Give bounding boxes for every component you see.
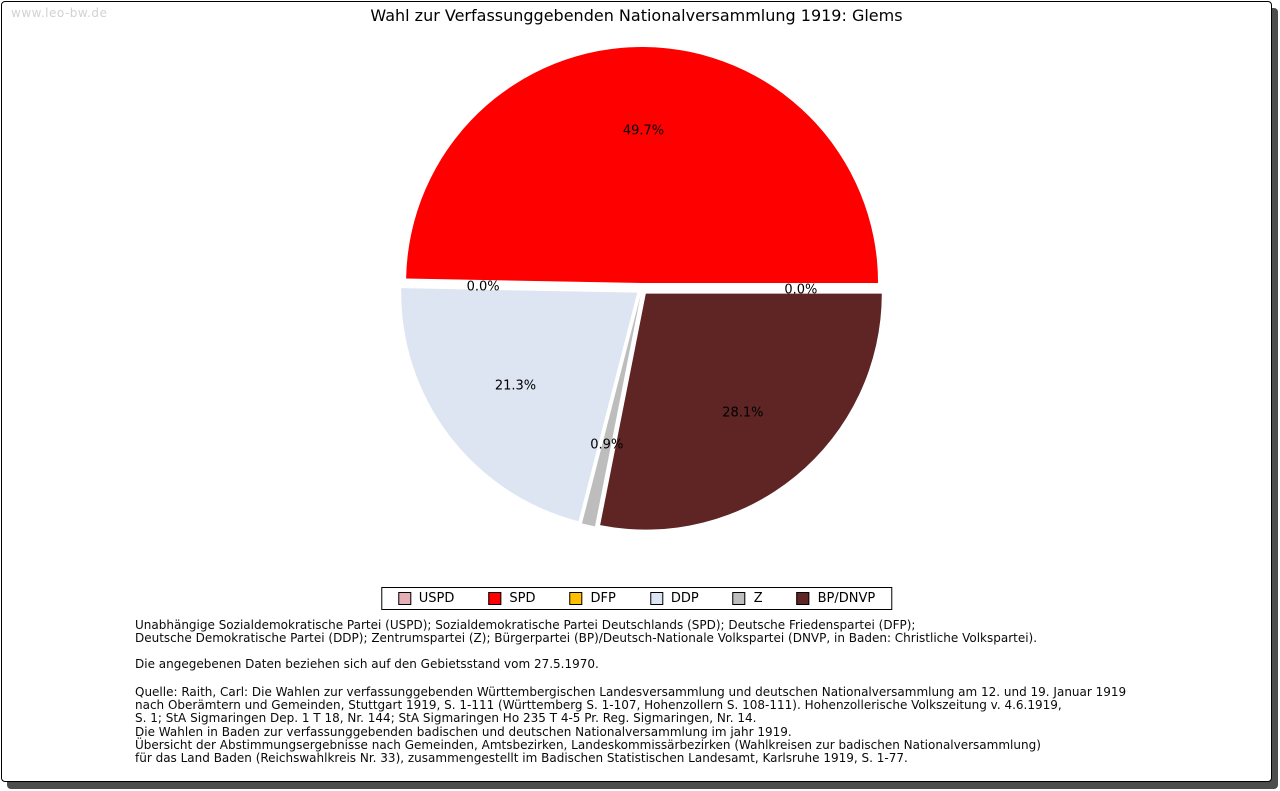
legend-item-spd: SPD [488,591,536,606]
legend-label-z: Z [753,591,763,606]
pie-value-label-bp-dnvp: 28.1% [722,405,763,420]
legend-swatch-spd [488,592,502,605]
footnote-territorial-note: Die angegebenen Daten beziehen sich auf … [135,657,599,671]
chart-title: Wahl zur Verfassunggebenden Nationalvers… [370,6,903,25]
legend-swatch-ddp [649,592,663,605]
legend-swatch-uspd [397,592,411,605]
legend-swatch-dfp [569,592,583,605]
legend-item-ddp: DDP [649,591,699,606]
pie-slice-ddp [401,288,638,522]
pie-value-label-ddp: 21.3% [495,379,536,394]
legend-swatch-bp-dnvp [796,592,810,605]
legend-item-z: Z [732,591,763,606]
legend-label-ddp: DDP [670,591,699,606]
legend-label-bp-dnvp: BP/DNVP [817,591,876,606]
legend-label-dfp: DFP [590,591,616,606]
pie-value-label-z: 0.9% [590,438,623,453]
footnote-source: Quelle: Raith, Carl: Die Wahlen zur verf… [135,685,1127,766]
legend-label-spd: SPD [509,591,536,606]
chart-legend: USPD SPD DFP DDP Z BP/DNVP [380,587,893,610]
legend-item-bp-dnvp: BP/DNVP [796,591,876,606]
watermark: www.leo-bw.de [11,6,108,20]
pie-value-label-dfp: 0.0% [467,280,500,295]
pie-value-label-uspd: 0.0% [784,283,817,298]
legend-item-dfp: DFP [569,591,616,606]
legend-item-uspd: USPD [397,591,455,606]
pie-value-label-spd: 49.7% [623,124,664,139]
footnote-party-names: Unabhängige Sozialdemokratische Partei (… [135,618,1038,646]
pie-slice-spd [406,47,879,284]
legend-swatch-z [732,592,746,605]
legend-label-uspd: USPD [418,591,455,606]
pie-chart: 0.0% 49.7% 0.0% 21.3% 0.9% 28.1% [401,47,882,530]
pie-slice-z [581,294,641,527]
pie-slice-bp-dnvp [600,293,882,530]
